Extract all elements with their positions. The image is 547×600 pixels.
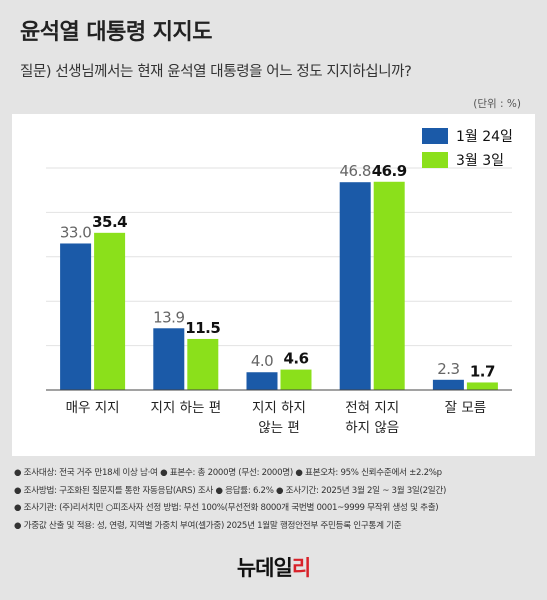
bar-jan24 [246, 372, 278, 390]
note-text: 조사대상: 전국 거주 만18세 이상 남·여 ● 표본수: 총 2000명 (… [23, 468, 443, 478]
note-text: 조사방법: 구조화된 질문지를 통한 자동응답(ARS) 조사 ● 응답률: 6… [23, 485, 447, 496]
page-title: 윤석열 대통령 지지도 [20, 20, 212, 45]
bar-jan24 [339, 182, 371, 390]
logo-accent: 리 [291, 556, 311, 580]
unit-note: (단위 : %) [473, 98, 521, 110]
category-label: 지지 하는 편 [150, 400, 221, 416]
value-label: 13.9 [153, 308, 184, 326]
category-label: 않는 편 [258, 420, 300, 436]
value-label: 4.0 [251, 352, 273, 370]
bar-jan24 [432, 379, 464, 390]
value-label: 11.5 [185, 319, 220, 337]
logo-text: 뉴데일 [236, 556, 293, 580]
bar-jan24 [153, 328, 185, 390]
bar-mar3 [94, 232, 126, 390]
note-line-1: ● 조사대상: 전국 거주 만18세 이상 남·여 ● 표본수: 총 2000명… [14, 468, 443, 478]
bar-mar3 [187, 338, 219, 390]
legend-label: 1월 24일 [456, 129, 513, 145]
bar-jan24 [60, 243, 92, 390]
legend-swatch [422, 152, 448, 168]
category-label: 지지 하지 [252, 400, 306, 416]
bar-mar3 [280, 369, 312, 390]
brand-logo: 뉴데일리 [0, 552, 547, 582]
category-label: 매우 지지 [66, 400, 120, 416]
note-line-2: ● 조사방법: 구조화된 질문지를 통한 자동응답(ARS) 조사 ● 응답률:… [14, 485, 447, 496]
survey-question: 질문) 선생님께서는 현재 윤석열 대통령을 어느 정도 지지하십니까? [20, 64, 412, 80]
value-label: 1.7 [470, 362, 495, 380]
value-label: 4.6 [283, 350, 308, 368]
value-label: 46.9 [372, 162, 407, 180]
survey-notes: ● 조사대상: 전국 거주 만18세 이상 남·여 ● 표본수: 총 2000명… [14, 465, 446, 535]
note-text: 가중값 산출 및 적용: 성, 연령, 지역별 가중치 부여(셀가중) 2025… [23, 520, 402, 531]
bar-chart: 33.035.4 매우 지지 13.911.5 지지 하는 편 4.0 4.6 지지 하지않… [46, 128, 513, 436]
category-label: 잘 모름 [445, 400, 487, 416]
value-label: 35.4 [92, 213, 127, 231]
value-label: 2.3 [437, 360, 459, 378]
category-label: 전혀 지지 [345, 400, 399, 416]
note-line-4: ● 가중값 산출 및 적용: 성, 연령, 지역별 가중치 부여(셀가중) 20… [14, 520, 402, 531]
value-label: 46.8 [339, 162, 370, 180]
bar-mar3 [466, 382, 498, 390]
note-line-3: ● 조사기관: (주)리서치민 ○피조사자 선정 방법: 무선 100%(무선전… [14, 503, 439, 513]
legend-swatch [422, 128, 448, 144]
category-label: 하지 않음 [345, 420, 399, 436]
value-label: 33.0 [60, 223, 91, 241]
legend-label: 3월 3일 [456, 153, 504, 169]
bar-mar3 [373, 181, 405, 390]
note-text: 조사기관: (주)리서치민 ○피조사자 선정 방법: 무선 100%(무선전화 … [23, 503, 439, 513]
